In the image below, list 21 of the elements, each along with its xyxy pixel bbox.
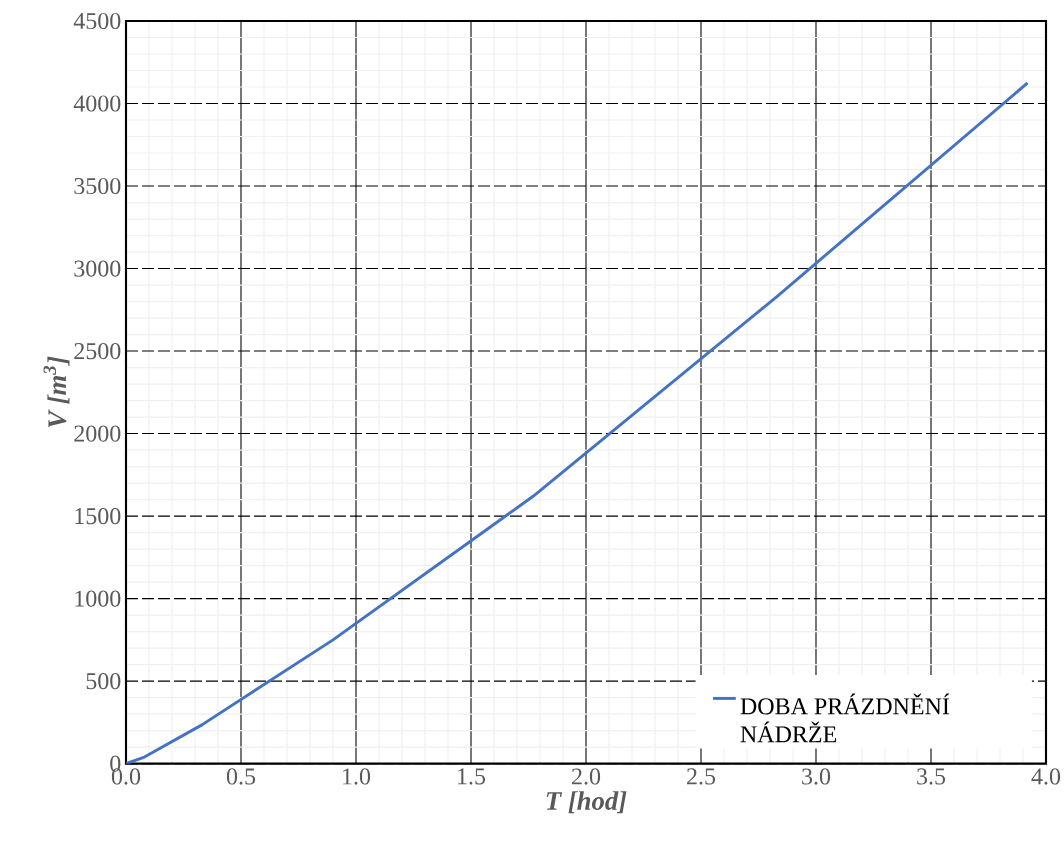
y-tick-label: 2000 bbox=[74, 425, 121, 442]
x-tick-label: 3.5 bbox=[917, 768, 946, 785]
y-tick-label: 3500 bbox=[74, 178, 121, 195]
line-series bbox=[126, 81, 1030, 764]
x-tick-label: 2.5 bbox=[687, 768, 716, 785]
x-tick-label: 1.5 bbox=[458, 768, 486, 785]
y-tick-label: 3000 bbox=[74, 260, 121, 277]
x-tick-label: 4.0 bbox=[1031, 768, 1061, 785]
y-tick-label: 2500 bbox=[74, 343, 121, 360]
x-tick-label: 2.0 bbox=[572, 768, 601, 785]
x-tick-label: 1.0 bbox=[343, 768, 371, 785]
y-tick-label: 500 bbox=[86, 673, 121, 690]
y-tick-label: 4000 bbox=[73, 95, 121, 112]
y-tick-label: 1000 bbox=[75, 590, 121, 607]
y-axis-title: V [m$^{3}$] bbox=[43, 356, 70, 428]
legend-label: DOBA PRÁZDNĚNÍ NÁDRŽE bbox=[740, 693, 950, 743]
x-tick-label: 0.5 bbox=[226, 768, 256, 785]
x-axis-title: T [hod] bbox=[546, 791, 627, 814]
y-tick-label: 1500 bbox=[75, 508, 121, 525]
x-tick-label: 3.0 bbox=[802, 768, 831, 785]
y-tick-label: 4500 bbox=[73, 13, 121, 30]
